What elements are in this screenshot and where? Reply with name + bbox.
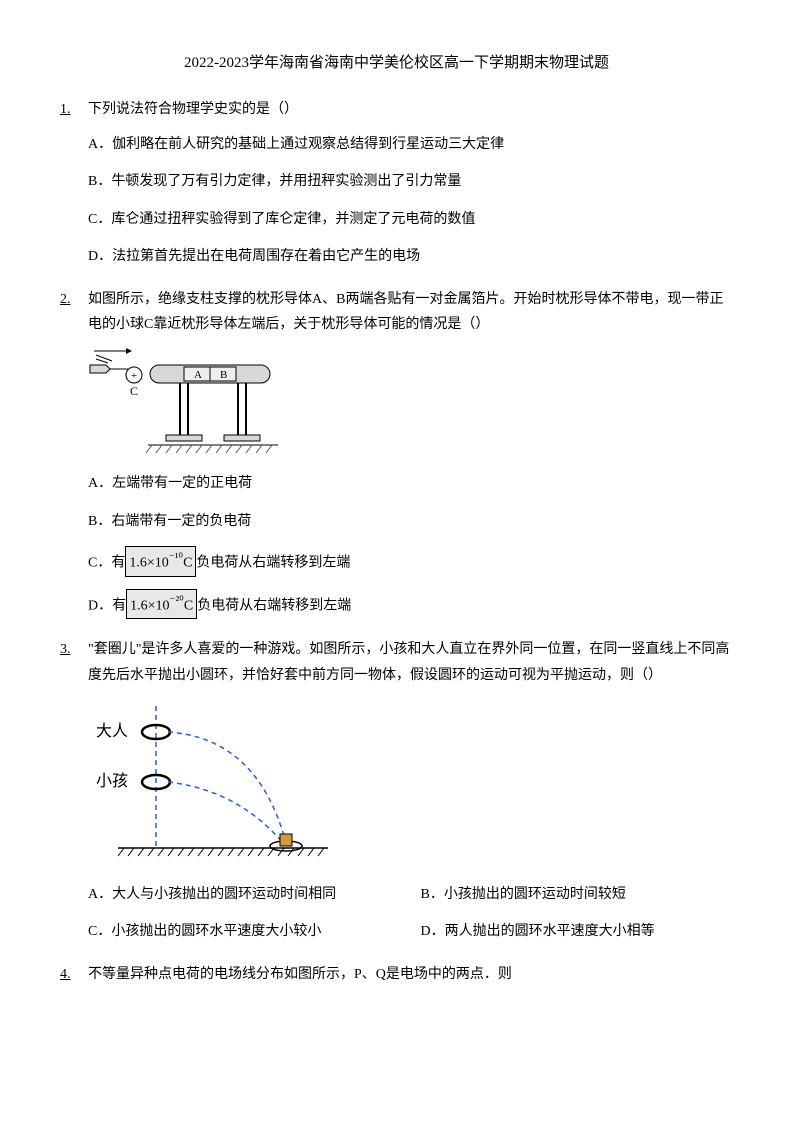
svg-text:B: B — [220, 369, 227, 381]
q3-figure: 大人 小孩 — [88, 698, 733, 868]
q1-option-b: B．牛顿发现了万有引力定律，并用扭秤实验测出了引力常量 — [88, 169, 733, 194]
q3-option-a: A．大人与小孩抛出的圆环运动时间相同 — [88, 882, 401, 907]
svg-text:大人: 大人 — [96, 722, 128, 740]
q2-figure: + C A B — [88, 347, 733, 457]
q2-option-d: D．有1.6×10⁻²⁰C负电荷从右端转移到左端 — [88, 589, 733, 620]
svg-text:A: A — [194, 369, 202, 381]
q1-option-c: C．库仑通过扭秤实验得到了库仑定律，并测定了元电荷的数值 — [88, 207, 733, 232]
q1-option-a: A．伽利略在前人研究的基础上通过观察总结得到行星运动三大定律 — [88, 132, 733, 157]
q2-number: 2. — [60, 287, 76, 312]
question-1: 1. 下列说法符合物理学史实的是（） A．伽利略在前人研究的基础上通过观察总结得… — [60, 97, 733, 269]
q4-number: 4. — [60, 962, 76, 987]
q4-text: 不等量异种点电荷的电场线分布如图所示，P、Q是电场中的两点．则 — [88, 962, 733, 987]
svg-text:C: C — [130, 384, 138, 398]
question-2: 2. 如图所示，绝缘支柱支撑的枕形导体A、B两端各贴有一对金属箔片。开始时枕形导… — [60, 287, 733, 619]
q1-text: 下列说法符合物理学史实的是（） — [88, 97, 733, 122]
q2-text: 如图所示，绝缘支柱支撑的枕形导体A、B两端各贴有一对金属箔片。开始时枕形导体不带… — [88, 287, 733, 337]
q1-option-d: D．法拉第首先提出在电荷周围存在着由它产生的电场 — [88, 244, 733, 269]
q1-number: 1. — [60, 97, 76, 122]
q3-option-c: C．小孩抛出的圆环水平速度大小较小 — [88, 919, 401, 944]
q2-option-a: A．左端带有一定的正电荷 — [88, 471, 733, 496]
page-title: 2022-2023学年海南省海南中学美伦校区高一下学期期末物理试题 — [60, 50, 733, 77]
question-4: 4. 不等量异种点电荷的电场线分布如图所示，P、Q是电场中的两点．则 — [60, 962, 733, 987]
q3-option-d: D．两人抛出的圆环水平速度大小相等 — [421, 919, 734, 944]
svg-text:小孩: 小孩 — [96, 772, 128, 790]
question-3: 3. "套圈儿"是许多人喜爱的一种游戏。如图所示，小孩和大人直立在界外同一位置，… — [60, 637, 733, 944]
plus-icon: + — [131, 370, 137, 382]
q2-option-b: B．右端带有一定的负电荷 — [88, 509, 733, 534]
q3-text: "套圈儿"是许多人喜爱的一种游戏。如图所示，小孩和大人直立在界外同一位置，在同一… — [88, 637, 733, 687]
q3-number: 3. — [60, 637, 76, 662]
q2-option-c: C．有1.6×10⁻¹⁰C负电荷从右端转移到左端 — [88, 546, 733, 577]
q3-option-b: B．小孩抛出的圆环运动时间较短 — [421, 882, 734, 907]
